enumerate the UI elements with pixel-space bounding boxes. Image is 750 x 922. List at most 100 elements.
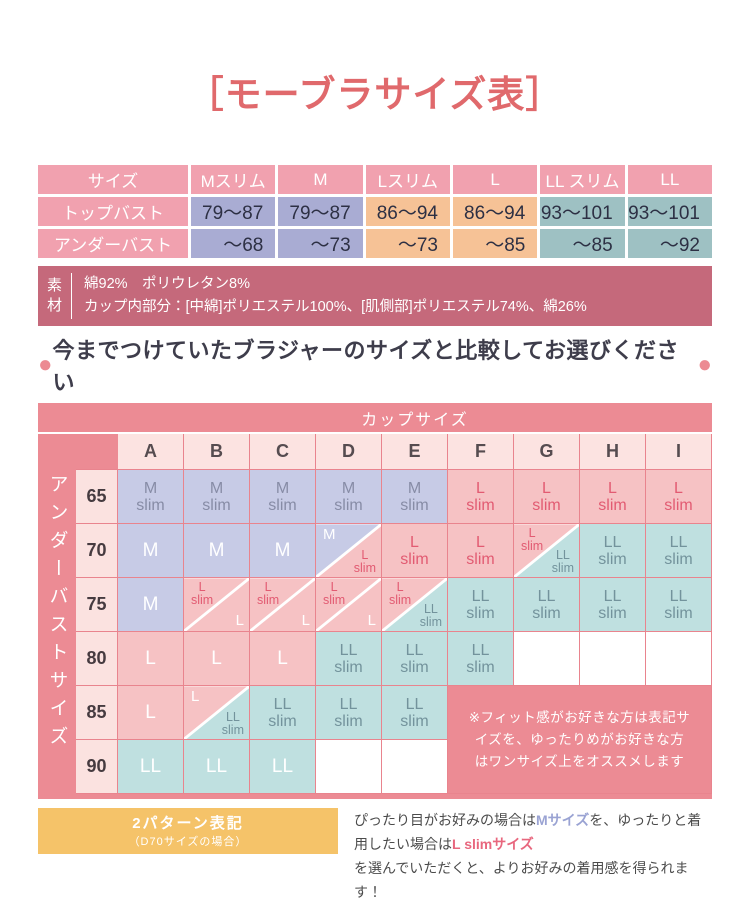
matrix-cell-diagonal: L slim L	[250, 578, 316, 633]
legend-text: ぴったり目がお好みの場合はMサイズを、ゆったりと着用したい場合はL slimサイ…	[354, 808, 712, 904]
content: サイズ Mスリム M Lスリム L LL スリム LL トップバスト 79～87 79～87 86～…	[38, 165, 712, 905]
underbust-row-label: 70	[76, 524, 118, 579]
matrix-cell: LL slim	[580, 578, 646, 633]
matrix-cell: LL slim	[382, 686, 448, 741]
diagonal-upper-size: L slim	[257, 580, 280, 607]
matrix-cell-diagonal: L slim L	[184, 578, 250, 633]
material-line2: カップ内部分：[中綿]ポリエステル100%、[肌側部]ポリエステル74%、綿26…	[84, 299, 587, 316]
diagonal-lower-size: L	[367, 612, 376, 630]
matrix-cell-empty	[580, 632, 646, 687]
size-table-header-cell: LL	[627, 165, 712, 194]
matrix-cell-empty	[316, 740, 382, 795]
matrix-cell: L slim	[514, 470, 580, 525]
matrix-cell: L	[118, 686, 184, 741]
matrix-cell: M slim	[382, 470, 448, 525]
size-table-header-cell: Lスリム	[365, 165, 450, 194]
diagonal-upper-size: L slim	[191, 580, 214, 607]
matrix-cell: LL slim	[448, 632, 514, 687]
matrix-cell-empty	[382, 740, 448, 795]
diagonal-upper-size: L	[191, 688, 200, 706]
size-table-value-cell: ～85	[453, 229, 538, 258]
size-table: サイズ Mスリム M Lスリム L LL スリム LL トップバスト 79～87 79～87 86～…	[38, 165, 712, 258]
matrix-cell: LL slim	[316, 632, 382, 687]
size-table-value-cell: 79～87	[278, 197, 363, 226]
matrix-cell-empty	[646, 632, 712, 687]
size-table-header-cell: LL スリム	[540, 165, 625, 194]
matrix-cell: LL	[250, 740, 316, 795]
matrix-cell: L	[184, 632, 250, 687]
matrix-cell: M	[118, 578, 184, 633]
bullet-circle-icon: ●	[38, 352, 53, 379]
matrix-cell: LL slim	[514, 578, 580, 633]
size-matrix: カップサイズ アンダーバストサイズ A B C D E F G H I 65 M slim M sli…	[38, 403, 712, 800]
size-table-value-cell: ～73	[365, 229, 450, 258]
matrix-cell-diagonal: M L slim	[316, 524, 382, 579]
bullet-circle-icon: ●	[697, 352, 713, 379]
size-table-value-cell: ～85	[540, 229, 625, 258]
matrix-cell: L slim	[580, 470, 646, 525]
page: ［モーブラサイズ表］ サイズ Mスリム M Lスリム L LL スリム LL トップバスト 79…	[0, 64, 750, 922]
page-title: ［モーブラサイズ表］	[186, 74, 564, 115]
size-table-value-cell: 93～101	[540, 197, 625, 226]
diagonal-lower-size: LL slim	[419, 602, 442, 629]
cup-column-header: I	[646, 434, 712, 471]
underbust-row-label: 65	[76, 470, 118, 525]
diagonal-lower-size: LL slim	[551, 548, 574, 575]
matrix-cell-diagonal: L slim LL slim	[382, 578, 448, 633]
size-table-row-label: トップバスト	[38, 197, 188, 226]
cup-size-band-label: カップサイズ	[361, 411, 469, 429]
matrix-cell: L	[250, 632, 316, 687]
headline: ● 今までつけていたブラジャーのサイズと比較してお選びください ●	[38, 333, 712, 397]
underbust-row-label: 75	[76, 578, 118, 633]
size-table-header-cell: M	[278, 165, 363, 194]
fit-note: ※フィット感がお好きな方は表記サ イズを、ゆったりめがお好きな方 はワンサイズ上…	[448, 686, 712, 795]
underbust-row-label: 80	[76, 632, 118, 687]
size-table-value-cell: ～68	[191, 229, 276, 258]
matrix-cell: M slim	[316, 470, 382, 525]
matrix-corner-cell	[76, 434, 118, 471]
legend-badge: 2パターン表記 （D70サイズの場合）	[38, 808, 338, 855]
size-table-value-cell: ～92	[627, 229, 712, 258]
underbust-row-label: 85	[76, 686, 118, 741]
material-line1: 綿92% ポリウレタン8%	[84, 276, 250, 292]
diagonal-upper-size: L slim	[521, 526, 544, 553]
material-label: 素 材	[46, 276, 62, 315]
cup-column-header: G	[514, 434, 580, 471]
legend-text-part: を選んでいただくと、よりお好みの着用感を得られます！	[354, 859, 689, 900]
matrix-cell: M slim	[118, 470, 184, 525]
diagonal-upper-size: L slim	[389, 580, 412, 607]
diagonal-lower-size: L slim	[353, 548, 376, 575]
legend-text-part: Mサイズ	[536, 812, 590, 829]
matrix-cell-diagonal: L LL slim	[184, 686, 250, 741]
matrix-grid: A B C D E F G H I 65 M slim M slim M slim M slim M sli…	[76, 434, 712, 795]
matrix-cell: LL slim	[382, 632, 448, 687]
matrix-cell: LL slim	[580, 524, 646, 579]
legend: 2パターン表記 （D70サイズの場合） ぴったり目がお好みの場合はMサイズを、ゆ…	[38, 808, 712, 904]
matrix-lower: アンダーバストサイズ A B C D E F G H I 65 M slim M slim M slim…	[38, 434, 712, 795]
size-table-header-cell: L	[453, 165, 538, 194]
cup-column-header: H	[580, 434, 646, 471]
legend-text-part: を、ゆったりと着用したい場合は	[354, 812, 702, 853]
matrix-cell: M slim	[184, 470, 250, 525]
cup-column-header: F	[448, 434, 514, 471]
cup-column-header: B	[184, 434, 250, 471]
matrix-cell: M	[184, 524, 250, 579]
diagonal-upper-size: L slim	[323, 580, 346, 607]
matrix-cell: L	[118, 632, 184, 687]
matrix-cell: L slim	[448, 470, 514, 525]
matrix-cell-empty	[514, 632, 580, 687]
size-table-value-cell: 86～94	[453, 197, 538, 226]
cup-column-header: A	[118, 434, 184, 471]
matrix-cell: L slim	[448, 524, 514, 579]
cup-column-header: E	[382, 434, 448, 471]
diagonal-lower-size: LL slim	[221, 710, 244, 737]
legend-badge-subtitle: （D70サイズの場合）	[128, 836, 248, 849]
matrix-cell: LL slim	[646, 524, 712, 579]
underbust-row-label: 90	[76, 740, 118, 795]
size-table-value-cell: ～73	[278, 229, 363, 258]
cup-column-header: D	[316, 434, 382, 471]
size-table-header-cell: サイズ	[38, 165, 188, 194]
diagonal-upper-size: M	[323, 526, 336, 544]
legend-text-part: L slimサイズ	[452, 836, 534, 853]
size-table-value-cell: 79～87	[191, 197, 276, 226]
